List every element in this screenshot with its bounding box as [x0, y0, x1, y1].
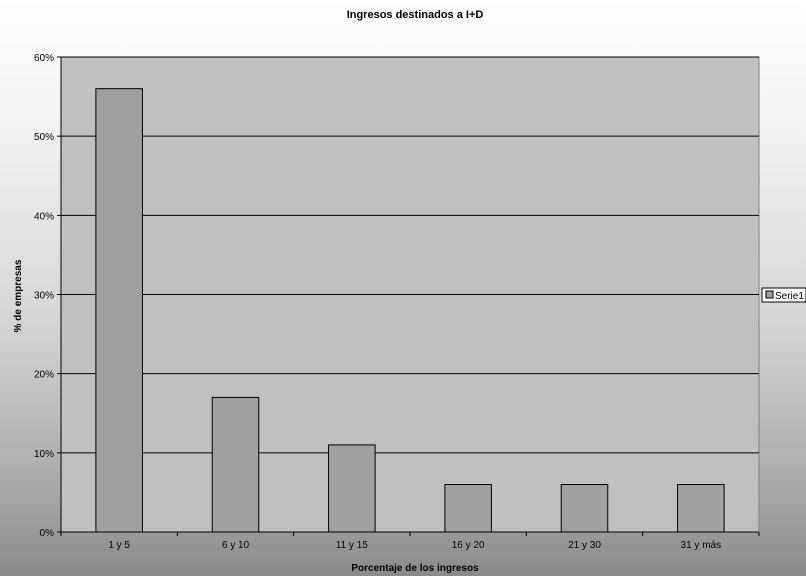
bar-5: [560, 484, 609, 533]
x-tick-label: 21 y 30: [568, 540, 601, 551]
y-tick-label: 0%: [40, 528, 55, 539]
bar-1: [95, 88, 143, 533]
x-tick-labels: 1 y 5 6 y 10 11 y 15 16 y 20 21 y 30 31 y más: [108, 540, 721, 551]
x-tick-label: 6 y 10: [222, 540, 250, 551]
chart-title: Ingresos destinados a I+D: [347, 9, 484, 21]
y-tick-label: 60%: [34, 53, 54, 64]
axes: [57, 56, 760, 536]
bar-6: [677, 484, 725, 533]
x-axis-title: Porcentaje de los ingresos: [351, 563, 479, 574]
legend: Serie1: [761, 287, 806, 303]
x-tick-label: 31 y más: [681, 540, 722, 551]
bar-4: [444, 484, 492, 533]
y-tick-label: 40%: [34, 211, 54, 222]
y-tick-label: 10%: [34, 449, 54, 460]
bar-3: [328, 444, 376, 533]
legend-swatch: [765, 290, 774, 299]
y-tick-label: 20%: [34, 370, 54, 381]
y-tick-label: 50%: [34, 132, 54, 143]
bar-2: [211, 396, 260, 533]
y-axis-title: % de empresas: [13, 259, 24, 332]
gridlines: [61, 56, 759, 454]
y-tick-label: 30%: [34, 291, 54, 302]
x-tick-label: 1 y 5: [108, 540, 130, 551]
x-tick-label: 16 y 20: [452, 540, 485, 551]
bars: [95, 88, 725, 533]
y-tick-labels: 0% 10% 20% 30% 40% 50% 60%: [34, 53, 54, 539]
legend-label-serie1: Serie1: [775, 291, 804, 302]
x-tick-label: 11 y 15: [336, 540, 368, 551]
